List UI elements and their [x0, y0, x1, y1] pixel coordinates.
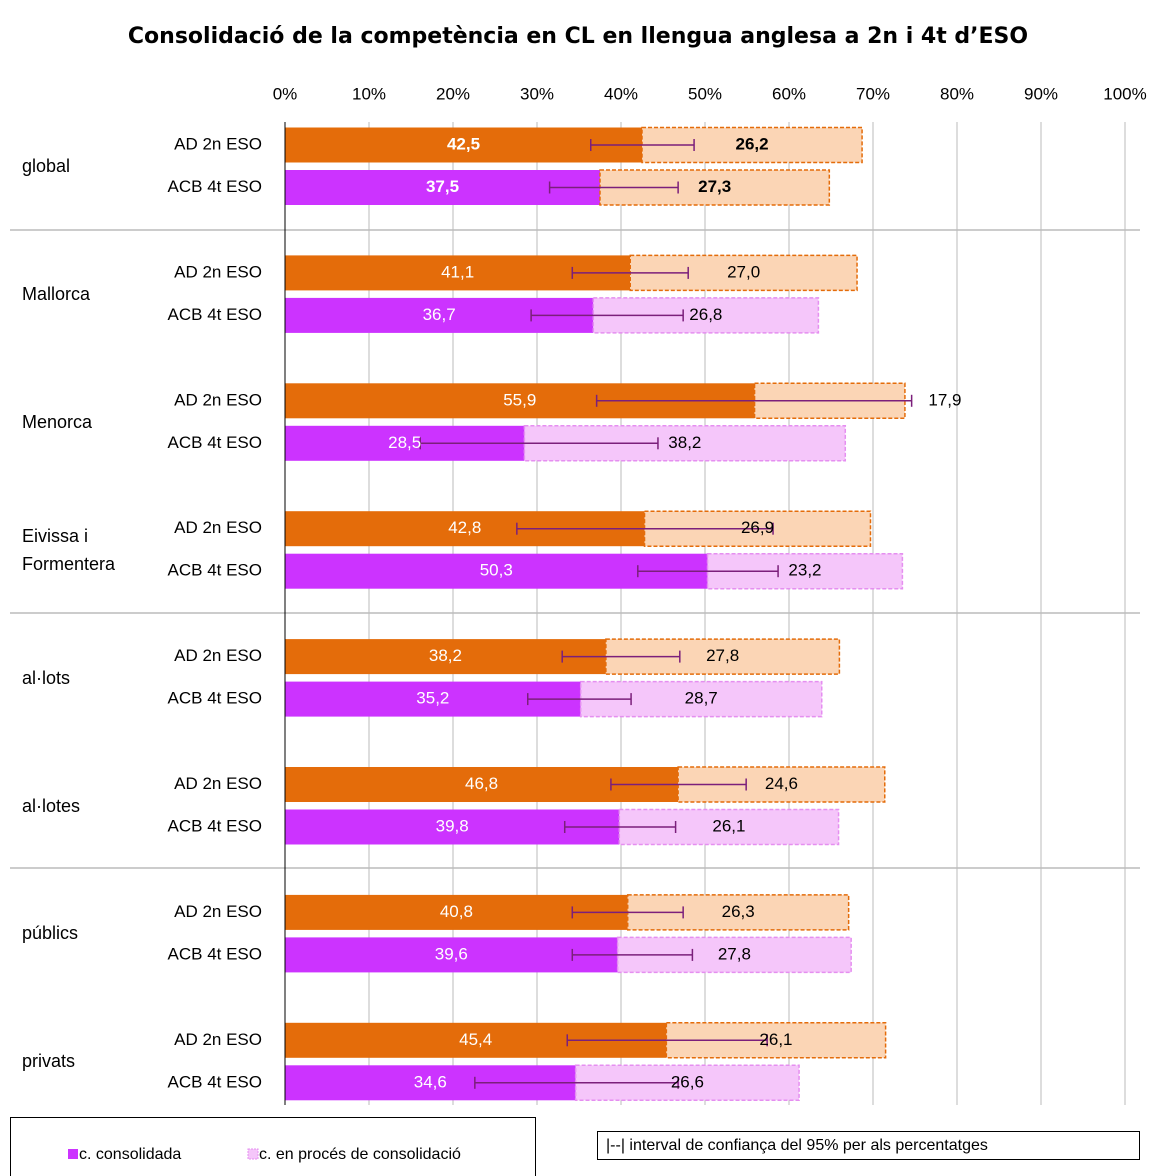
row-label: AD 2n ESO: [174, 390, 262, 409]
legend-box: [10, 1117, 536, 1176]
value-label: 41,1: [441, 262, 474, 281]
value-label: 27,3: [698, 177, 731, 196]
value-label: 55,9: [503, 390, 536, 409]
value-label: 27,8: [718, 944, 751, 963]
row-label: AD 2n ESO: [174, 134, 262, 153]
group-label: global: [22, 156, 71, 176]
value-label: 27,0: [727, 262, 760, 281]
row-label: AD 2n ESO: [174, 1030, 262, 1049]
value-label: 23,2: [788, 561, 821, 580]
value-label: 40,8: [440, 902, 473, 921]
value-label: 28,7: [685, 689, 718, 708]
row-label: ACB 4t ESO: [168, 561, 262, 580]
value-label: 37,5: [426, 177, 459, 196]
value-label: 28,5: [388, 433, 421, 452]
row-label: ACB 4t ESO: [168, 816, 262, 835]
chart-title: Consolidació de la competència en CL en …: [128, 24, 1028, 49]
row-label: AD 2n ESO: [174, 262, 262, 281]
value-label: 26,1: [712, 816, 745, 835]
row-label: ACB 4t ESO: [168, 944, 262, 963]
group-label: privats: [22, 1051, 76, 1072]
x-tick-label: 10%: [352, 84, 386, 103]
group-label: al·lotes: [22, 795, 81, 816]
row-label: AD 2n ESO: [174, 902, 262, 921]
bar-segment: [285, 937, 618, 973]
note-box: [597, 1131, 1140, 1160]
legend-label: c. en procés de consolidació: [259, 1146, 461, 1163]
bar-segment: [285, 809, 620, 845]
value-label: 26,3: [722, 902, 755, 921]
legend-label: c. consolidada: [79, 1146, 181, 1163]
bar-segment: [285, 127, 642, 163]
bar-segment: [641, 126, 863, 164]
x-tick-label: 30%: [520, 84, 554, 103]
row-label: ACB 4t ESO: [168, 177, 262, 196]
group-label: al·lots: [22, 667, 71, 688]
x-tick-label: 60%: [772, 84, 806, 103]
value-label: 26,6: [671, 1072, 704, 1091]
x-tick-label: 0%: [273, 84, 298, 103]
bar-segment: [285, 894, 628, 930]
row-label: ACB 4t ESO: [168, 305, 262, 324]
value-label: 46,8: [465, 774, 498, 793]
row-label: ACB 4t ESO: [168, 1072, 262, 1091]
value-label: 39,6: [435, 944, 468, 963]
legend-swatch: [68, 1149, 78, 1159]
value-label: 39,8: [436, 816, 469, 835]
value-label: 26,1: [759, 1030, 792, 1049]
value-label: 35,2: [416, 689, 449, 708]
row-label: AD 2n ESO: [174, 774, 262, 793]
value-label: 45,4: [459, 1030, 492, 1049]
value-label: 34,6: [414, 1072, 447, 1091]
row-label: ACB 4t ESO: [168, 433, 262, 452]
bar-segment: [285, 170, 600, 205]
value-label: 38,2: [668, 433, 701, 452]
bar-segment: [285, 639, 606, 675]
row-label: ACB 4t ESO: [168, 689, 262, 708]
x-tick-label: 80%: [940, 84, 974, 103]
x-tick-label: 90%: [1024, 84, 1058, 103]
error-note: |--| interval de confiança del 95% per a…: [606, 1137, 988, 1154]
group-label: Eivissa i Formentera: [22, 525, 116, 574]
value-label: 42,5: [447, 134, 480, 153]
value-label: 26,8: [689, 305, 722, 324]
value-label: 42,8: [448, 518, 481, 537]
value-label: 26,9: [741, 518, 774, 537]
row-label: AD 2n ESO: [174, 518, 262, 537]
group-label: públics: [22, 923, 79, 944]
value-label: 17,9: [928, 390, 961, 409]
value-label: 27,8: [706, 646, 739, 665]
x-tick-label: 20%: [436, 84, 470, 103]
group-label: Menorca: [22, 411, 93, 432]
value-label: 36,7: [423, 305, 456, 324]
value-label: 26,2: [735, 134, 768, 153]
x-tick-label: 50%: [688, 84, 722, 103]
x-tick-label: 100%: [1103, 84, 1146, 103]
group-label: Mallorca: [22, 283, 91, 304]
legend-swatch: [247, 1148, 259, 1160]
x-tick-label: 70%: [856, 84, 890, 103]
value-label: 50,3: [480, 561, 513, 580]
row-label: AD 2n ESO: [174, 646, 262, 665]
value-label: 24,6: [765, 774, 798, 793]
x-tick-label: 40%: [604, 84, 638, 103]
value-label: 38,2: [429, 646, 462, 665]
